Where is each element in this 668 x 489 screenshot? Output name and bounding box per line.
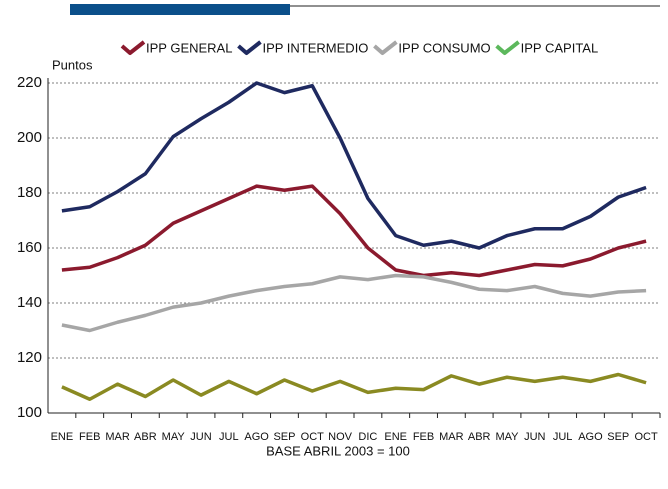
series-line (61, 273, 647, 333)
y-tick-label: 200 (17, 129, 42, 146)
x-tick-label: OCT (301, 431, 325, 443)
x-tick-label: JUN (524, 431, 545, 443)
legend-icon (237, 40, 262, 55)
x-tick-label: AGO (244, 431, 269, 443)
x-tick-label: OCT (634, 431, 658, 443)
x-tick-label: JUN (190, 431, 211, 443)
legend-label: IPP INTERMEDIO (262, 40, 368, 55)
header-bar (70, 4, 290, 15)
y-tick-label: 160 (17, 239, 42, 256)
x-tick-label: FEB (79, 431, 100, 443)
legend-icon (120, 40, 146, 55)
legend-label: IPP CAPITAL (521, 40, 599, 55)
x-tick-label: ENE (51, 431, 74, 443)
x-tick-label: AGO (578, 431, 603, 443)
x-tick-label: JUL (219, 431, 239, 443)
x-tick-label: JUL (553, 431, 573, 443)
x-tick-label: MAR (439, 431, 464, 443)
x-tick-label: ABR (134, 431, 157, 443)
y-tick-label: 220 (17, 74, 42, 91)
legend-label: IPP GENERAL (146, 40, 232, 55)
legend-label: IPP CONSUMO (398, 40, 490, 55)
y-axis-label: Puntos (52, 57, 93, 72)
legend-icon (373, 40, 398, 55)
x-tick-label: MAR (105, 431, 130, 443)
y-tick-label: 140 (17, 294, 42, 311)
legend-icon (495, 40, 520, 55)
series-line (61, 372, 647, 401)
y-tick-label: 180 (17, 184, 42, 201)
x-tick-label: MAY (495, 431, 519, 443)
x-tick-label: DIC (358, 431, 377, 443)
x-tick-label: ABR (468, 431, 491, 443)
x-tick-label: SEP (273, 431, 295, 443)
series-line (61, 184, 647, 278)
x-tick-label: MAY (162, 431, 186, 443)
x-tick-label: NOV (328, 431, 353, 443)
y-tick-label: 120 (17, 349, 42, 366)
x-tick-label: ENE (384, 431, 407, 443)
footnote: BASE ABRIL 2003 = 100 (266, 443, 410, 458)
x-tick-label: FEB (413, 431, 434, 443)
x-tick-label: SEP (607, 431, 629, 443)
series-line (61, 81, 647, 250)
y-tick-label: 100 (17, 404, 42, 421)
